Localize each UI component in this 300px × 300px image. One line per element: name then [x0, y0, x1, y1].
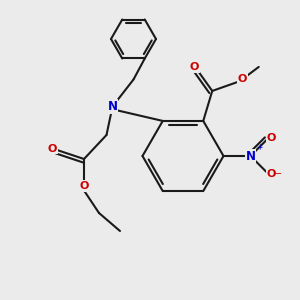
Text: N: N	[245, 149, 256, 163]
Text: N: N	[107, 100, 118, 113]
Text: O: O	[79, 181, 89, 191]
Text: −: −	[274, 169, 283, 179]
Text: O: O	[267, 169, 276, 179]
Text: O: O	[267, 133, 276, 143]
Text: O: O	[190, 62, 199, 72]
Text: O: O	[238, 74, 247, 84]
Text: +: +	[256, 143, 262, 152]
Text: O: O	[48, 143, 57, 154]
